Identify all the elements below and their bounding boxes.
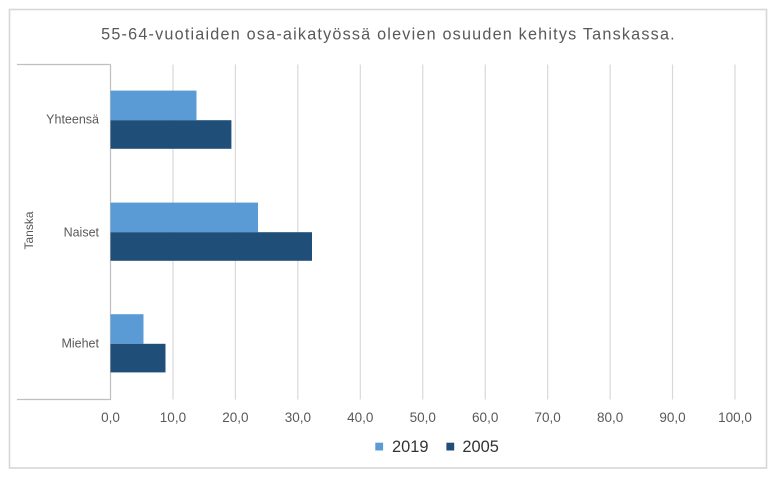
svg-text:55-64-vuotiaiden osa-aikatyöss: 55-64-vuotiaiden osa-aikatyössä olevien … — [101, 25, 676, 43]
svg-text:100,0: 100,0 — [718, 410, 752, 425]
svg-text:70,0: 70,0 — [535, 410, 561, 425]
svg-text:90,0: 90,0 — [659, 410, 685, 425]
svg-text:Miehet: Miehet — [61, 337, 99, 351]
svg-text:2005: 2005 — [462, 438, 498, 456]
svg-text:10,0: 10,0 — [160, 410, 186, 425]
svg-text:Yhteensä: Yhteensä — [46, 113, 99, 127]
svg-text:60,0: 60,0 — [472, 410, 498, 425]
svg-text:50,0: 50,0 — [410, 410, 436, 425]
svg-text:Tanska: Tanska — [22, 211, 36, 249]
svg-text:0,0: 0,0 — [101, 410, 120, 425]
svg-text:80,0: 80,0 — [597, 410, 623, 425]
svg-text:40,0: 40,0 — [347, 410, 373, 425]
svg-text:20,0: 20,0 — [222, 410, 248, 425]
svg-text:Naiset: Naiset — [64, 225, 100, 239]
svg-text:30,0: 30,0 — [285, 410, 311, 425]
svg-text:2019: 2019 — [392, 438, 428, 456]
